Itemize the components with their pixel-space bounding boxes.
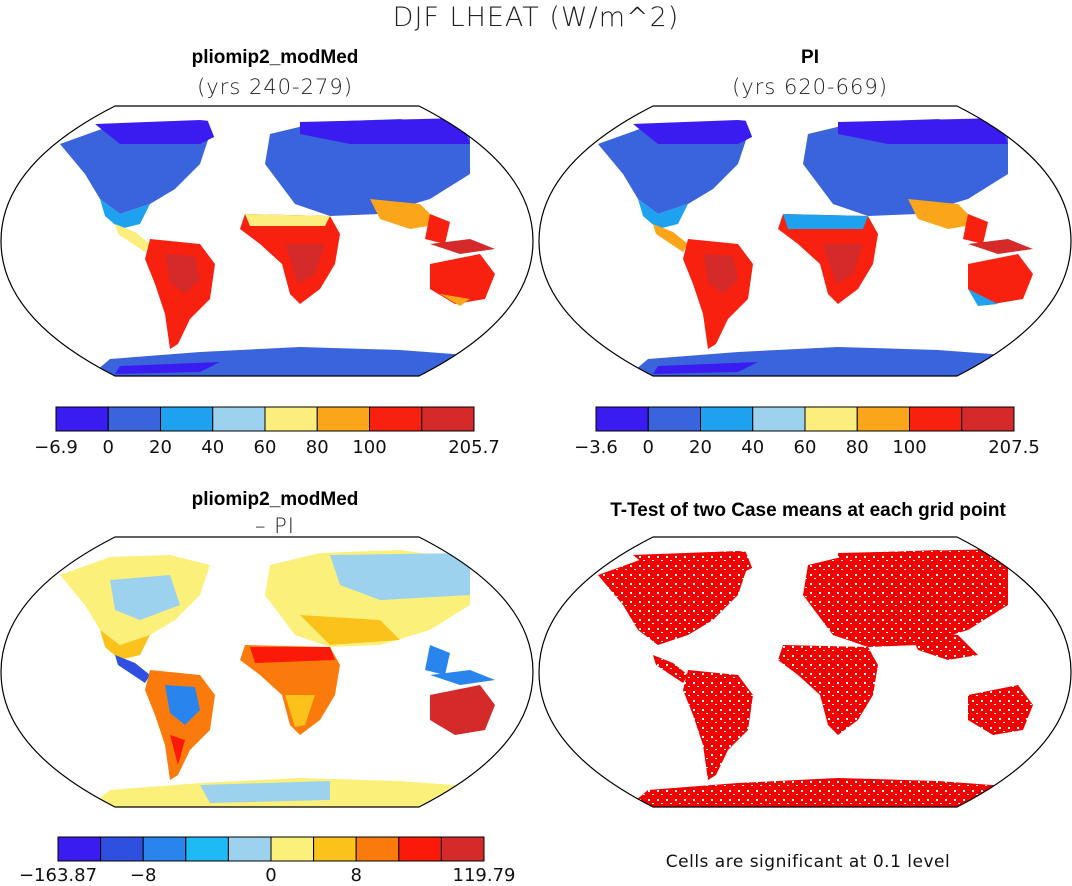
map-frame	[538, 105, 1072, 377]
colorbar-swatch	[647, 406, 701, 432]
colorbar-swatch	[227, 836, 272, 862]
map-top-left	[0, 104, 534, 384]
colorbar-tick-label: 40	[201, 437, 225, 458]
colorbar-swatch	[57, 836, 102, 862]
colorbar-tick-label: 207.5	[988, 437, 1040, 458]
panel-title-top-right: PI	[801, 47, 819, 68]
colorbar-top-right	[595, 406, 1015, 432]
colorbar-swatch	[909, 406, 963, 432]
colorbar-tick-label: 8	[350, 865, 362, 886]
map-bottom-right-svg	[538, 536, 1072, 808]
colorbar-labels-top-left: −6.9 0 20 40 60 80 100 205.7	[0, 437, 540, 461]
colorbar-tick-label: −163.87	[18, 865, 98, 886]
colorbar-swatch	[398, 836, 442, 862]
map-bottom-right	[538, 535, 1072, 815]
colorbar-tick-label: −8	[129, 865, 157, 886]
panel-subtitle-top-left: (yrs 240-279)	[197, 75, 353, 99]
colorbar-tick-label: 100	[892, 437, 927, 458]
colorbar-labels-top-right: −3.6 0 20 40 60 80 100 207.5	[540, 437, 1072, 461]
map-top-left-svg	[0, 105, 534, 377]
colorbar-swatch	[313, 836, 357, 862]
colorbar-tick-label: 0	[642, 437, 654, 458]
map-frame	[0, 105, 534, 377]
colorbar-tick-label: 40	[741, 437, 765, 458]
colorbar-tick-label: 80	[845, 437, 869, 458]
panel-title-top-left: pliomip2_modMed	[191, 47, 359, 68]
colorbar-swatch	[752, 406, 806, 432]
colorbar-tick-label: 100	[352, 437, 387, 458]
land-bottom-right	[598, 545, 1038, 807]
colorbar-swatch	[804, 406, 858, 432]
colorbar-swatch	[369, 406, 423, 432]
colorbar-tick-label: 60	[253, 437, 277, 458]
map-frame	[0, 536, 534, 808]
colorbar-swatch	[856, 406, 910, 432]
colorbar-tick-label: 60	[793, 437, 817, 458]
colorbar-swatch	[100, 836, 144, 862]
colorbar-swatch	[316, 406, 370, 432]
colorbar-tick-label: 0	[102, 437, 114, 458]
map-top-right	[538, 104, 1072, 384]
colorbar-tick-label: 119.79	[452, 865, 516, 886]
colorbar-tick-label: 205.7	[448, 437, 500, 458]
colorbar-swatch	[185, 836, 229, 862]
significance-footnote: Cells are significant at 0.1 level	[665, 852, 951, 872]
colorbar-labels-bottom-left: −163.87 −8 0 8 119.79	[0, 865, 540, 886]
colorbar-tick-label: −3.6	[574, 437, 618, 458]
map-frame	[538, 536, 1072, 808]
colorbar-tick-label: 80	[305, 437, 329, 458]
colorbar-tick-label: −6.9	[34, 437, 78, 458]
colorbar-swatch	[55, 406, 109, 432]
colorbar-swatch	[355, 836, 400, 862]
figure-title: DJF LHEAT (W/m^2)	[392, 2, 680, 33]
map-top-right-svg	[538, 105, 1072, 377]
colorbar-tick-label: 20	[689, 437, 712, 458]
panel-title-bottom-left: pliomip2_modMed	[191, 489, 359, 510]
colorbar-swatch	[421, 406, 475, 432]
colorbar-swatch	[595, 406, 649, 432]
land-top-right	[598, 114, 1038, 376]
colorbar-tick-label: 0	[265, 865, 277, 886]
colorbar-swatch	[107, 406, 161, 432]
map-bottom-left	[0, 535, 534, 815]
land-top-left	[60, 114, 500, 376]
colorbar-swatch	[270, 836, 315, 862]
colorbar-swatch	[160, 406, 214, 432]
colorbar-top-left	[55, 406, 475, 432]
panel-subtitle-top-right: (yrs 620-669)	[732, 75, 888, 99]
panel-title-bottom-right: T-Test of two Case means at each grid po…	[610, 500, 1006, 521]
panel-subtitle-bottom-left: – PI	[254, 514, 296, 538]
colorbar-swatch	[142, 836, 187, 862]
colorbar-bottom-left	[57, 836, 485, 862]
colorbar-swatch	[212, 406, 266, 432]
colorbar-swatch	[264, 406, 318, 432]
colorbar-tick-label: 20	[149, 437, 172, 458]
land-bottom-left	[60, 545, 500, 807]
colorbar-swatch	[440, 836, 485, 862]
colorbar-swatch	[961, 406, 1015, 432]
map-bottom-left-svg	[0, 536, 534, 808]
colorbar-swatch	[700, 406, 754, 432]
